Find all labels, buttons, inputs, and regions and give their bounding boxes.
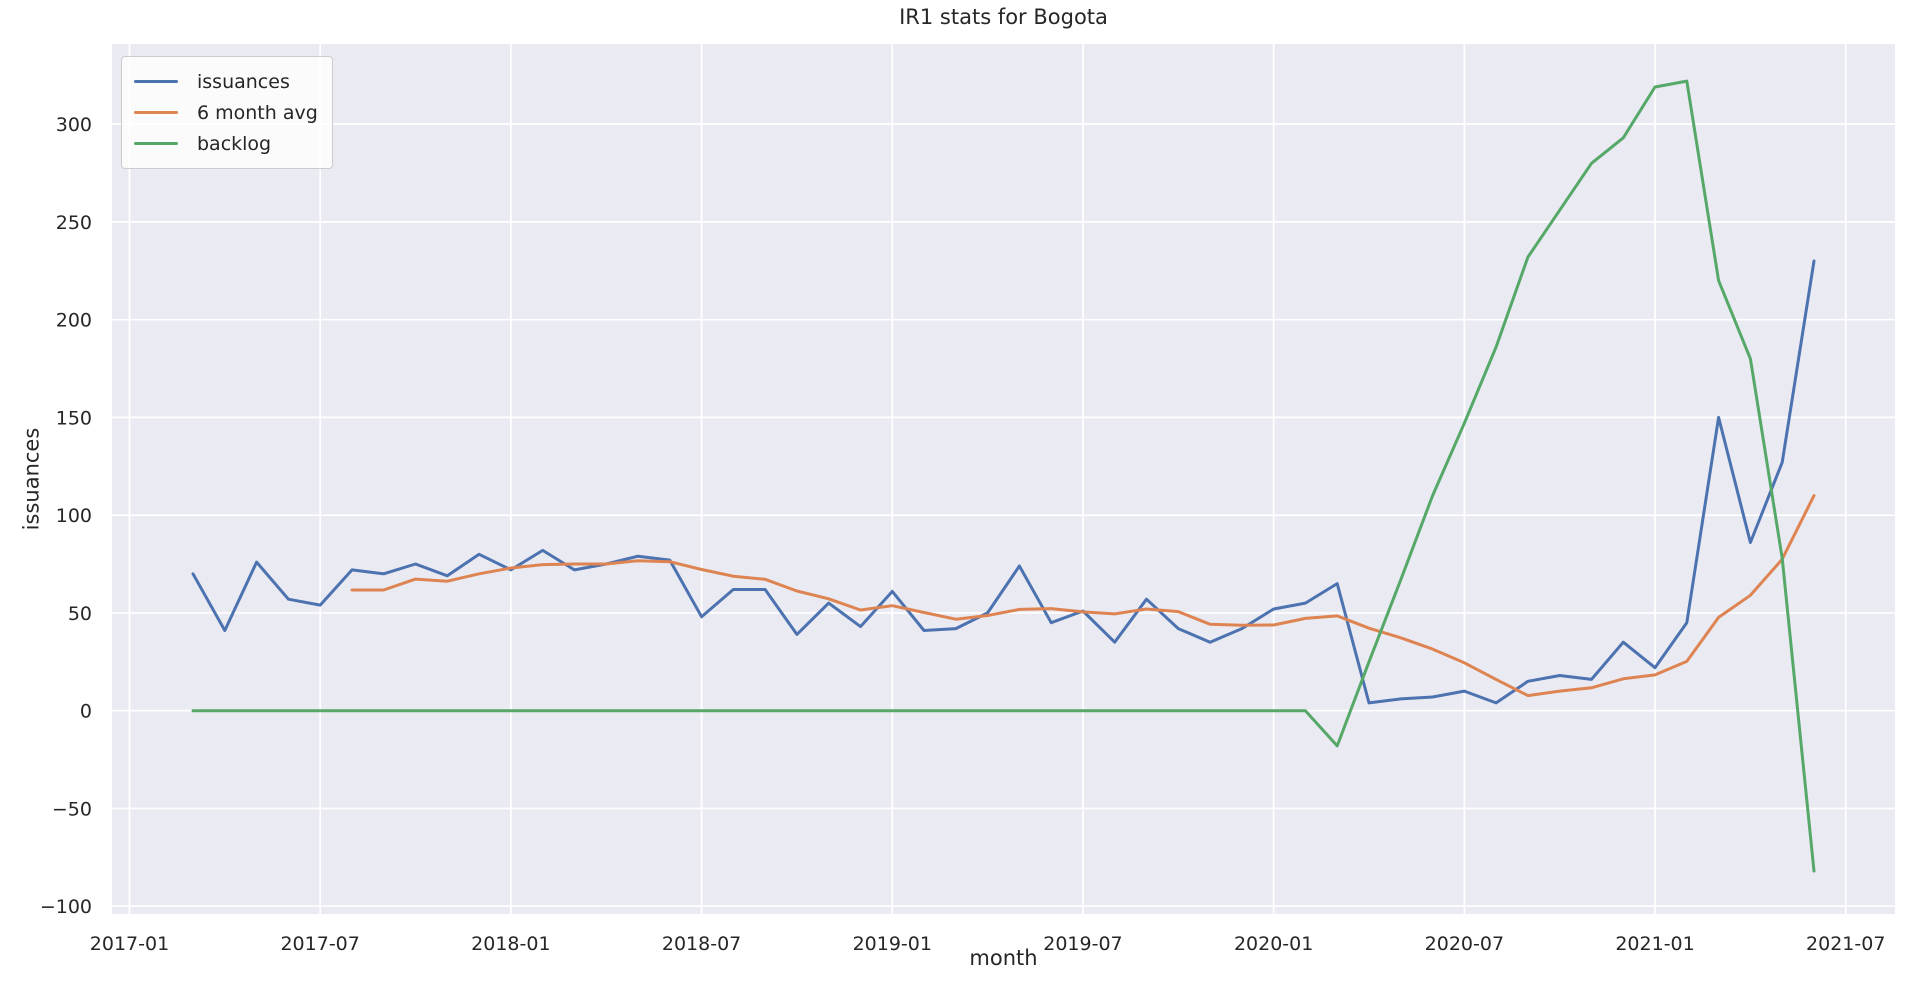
legend-item-issuances: issuances [134,66,318,97]
x-tick-label: 2019-07 [1043,933,1122,955]
x-tick-label: 2019-01 [853,933,932,955]
y-tick-label: 250 [56,212,92,234]
chart-title: IR1 stats for Bogota [899,5,1108,29]
x-tick-label: 2018-07 [662,933,741,955]
y-tick-label: 200 [56,310,92,332]
x-tick-label: 2020-01 [1234,933,1313,955]
legend-swatch-6-month-avg [134,111,178,114]
x-tick-label: 2020-07 [1425,933,1504,955]
legend-item-6-month-avg: 6 month avg [134,97,318,128]
series-line-backlog [191,79,1816,873]
x-tick-label: 2017-07 [280,933,359,955]
y-tick-label: 50 [68,603,92,625]
y-tick-label: 0 [80,701,92,723]
y-tick-label: −50 [52,798,92,820]
legend-swatch-issuances [134,80,178,83]
plot-background [112,44,1895,914]
x-tick-label: 2017-01 [90,933,169,955]
series-line-6-month-avg [350,494,1816,698]
legend-label-issuances: issuances [197,70,290,93]
legend-swatch-backlog [134,142,178,145]
y-tick-label: −100 [40,896,92,918]
series-line-issuances [191,259,1816,705]
y-tick-label: 150 [56,407,92,429]
x-tick-label: 2018-01 [471,933,550,955]
x-tick-label: 2021-07 [1806,933,1885,955]
legend: issuances 6 month avg backlog [121,56,333,169]
x-axis-label: month [969,946,1038,970]
legend-label-backlog: backlog [197,132,272,155]
y-tick-label: 100 [56,505,92,527]
legend-item-backlog: backlog [134,128,318,159]
x-tick-label: 2021-01 [1615,933,1694,955]
legend-label-6-month-avg: 6 month avg [197,101,318,124]
y-tick-label: 300 [56,114,92,136]
